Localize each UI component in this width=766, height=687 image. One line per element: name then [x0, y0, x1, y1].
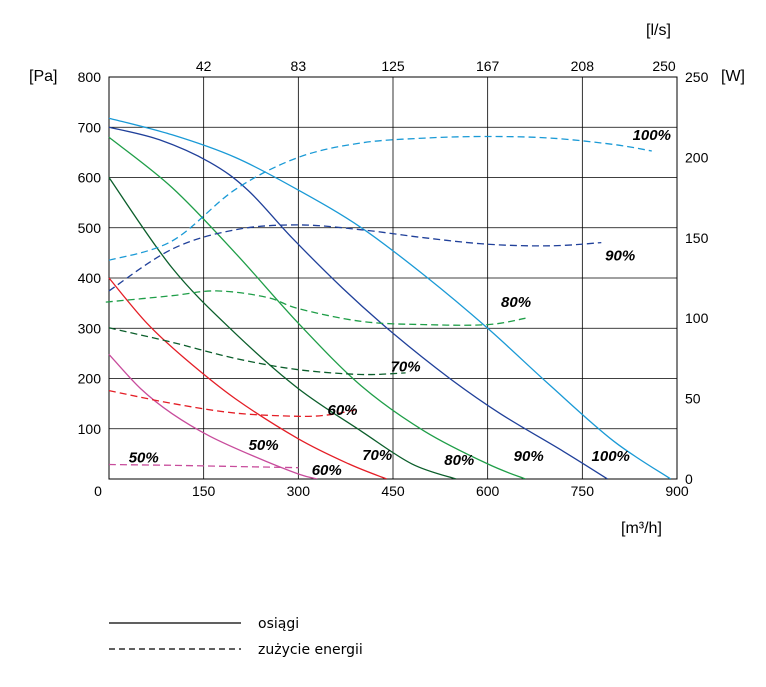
axis-units: [Pa] [W] [l/s] [m³/h] [29, 22, 745, 537]
x-tick-label: 450 [381, 483, 405, 499]
curve-label: 90% [514, 448, 544, 465]
top-tick-label: 208 [571, 58, 595, 74]
top-tick-label: 167 [476, 58, 500, 74]
x-tick-label: 0 [94, 483, 102, 499]
power-curve-90pct [108, 224, 602, 292]
top-tick-label: 42 [196, 58, 212, 74]
unit-top: [l/s] [646, 22, 671, 39]
legend: osiągi zużycie energii [109, 616, 363, 658]
power-curve-80pct [105, 290, 526, 326]
curve-label: 100% [633, 127, 671, 144]
legend-label: zużycie energii [258, 642, 363, 658]
performance-curve-80pct [108, 136, 526, 479]
performance-curve-50pct [108, 353, 318, 479]
chart-grid [109, 77, 677, 479]
power-curve-100pct [108, 135, 652, 261]
y-right-tick-label: 0 [685, 471, 693, 487]
x-tick-label: 750 [571, 483, 595, 499]
x-tick-label: 900 [665, 483, 689, 499]
x-tick-label: 150 [192, 483, 216, 499]
curve-label: 60% [312, 462, 342, 479]
top-tick-label: 83 [291, 58, 307, 74]
unit-left: [Pa] [29, 68, 57, 85]
y-left-tick-label: 500 [78, 220, 102, 236]
curve-label: 80% [501, 294, 531, 311]
power-curve-60pct [108, 389, 356, 418]
x-tick-label: 600 [476, 483, 500, 499]
y-left-tick-label: 800 [78, 69, 102, 85]
curve-label: 80% [444, 452, 474, 469]
y-left-tick-label: 200 [78, 371, 102, 387]
performance-curve-90pct [108, 126, 608, 479]
curve-labels: 100% 90% 80% 70% 60% 50% 50% 60% 70% 80% 90% 100% [129, 127, 671, 479]
chart-axes: 0 150 300 450 600 750 900 42 83 125 167 208 250 100 20… [78, 58, 709, 499]
y-right-tick-label: 250 [685, 69, 709, 85]
x-tick-label: 300 [287, 483, 311, 499]
power-curve-70pct [108, 327, 406, 376]
y-right-tick-label: 100 [685, 310, 709, 326]
y-right-tick-label: 150 [685, 230, 709, 246]
unit-right: [W] [721, 68, 745, 85]
performance-curve-100pct [108, 117, 672, 479]
curve-label: 50% [249, 437, 279, 454]
curve-label: 70% [362, 447, 392, 464]
performance-curve-70pct [108, 177, 457, 479]
y-left-tick-label: 700 [78, 119, 102, 135]
performance-curve-60pct [108, 277, 387, 479]
curve-label: 60% [327, 402, 357, 419]
curve-label: 100% [592, 448, 630, 465]
y-left-tick-label: 400 [78, 270, 102, 286]
curve-label: 70% [391, 358, 421, 375]
power-curve-50pct [108, 463, 299, 469]
legend-label: osiągi [258, 616, 299, 632]
y-right-tick-label: 200 [685, 149, 709, 165]
top-tick-label: 250 [652, 58, 676, 74]
y-left-tick-label: 300 [78, 320, 102, 336]
y-left-tick-label: 600 [78, 170, 102, 186]
top-tick-label: 125 [381, 58, 405, 74]
y-left-tick-label: 100 [78, 421, 102, 437]
unit-bottom: [m³/h] [621, 520, 662, 537]
chart-series [105, 117, 672, 479]
curve-label: 50% [129, 449, 159, 466]
curve-label: 90% [605, 247, 635, 264]
y-right-tick-label: 50 [685, 391, 701, 407]
